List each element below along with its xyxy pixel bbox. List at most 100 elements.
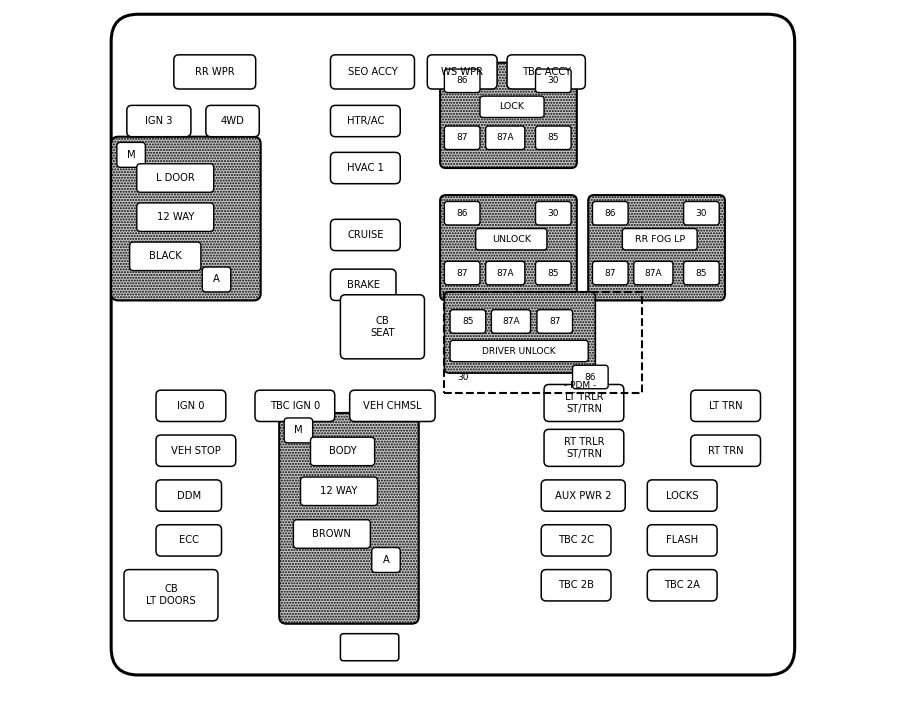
Text: 87A: 87A bbox=[644, 268, 661, 278]
Text: A: A bbox=[213, 274, 220, 285]
FancyBboxPatch shape bbox=[444, 261, 480, 285]
Text: M: M bbox=[126, 150, 135, 160]
Text: 30: 30 bbox=[695, 209, 706, 218]
FancyBboxPatch shape bbox=[535, 69, 570, 93]
Text: BODY: BODY bbox=[328, 446, 356, 456]
Text: 30: 30 bbox=[547, 76, 558, 85]
FancyBboxPatch shape bbox=[130, 242, 200, 271]
FancyBboxPatch shape bbox=[572, 365, 607, 389]
FancyBboxPatch shape bbox=[690, 390, 759, 422]
FancyBboxPatch shape bbox=[683, 201, 718, 225]
Text: IGN 3: IGN 3 bbox=[145, 116, 172, 126]
FancyBboxPatch shape bbox=[136, 164, 214, 192]
FancyBboxPatch shape bbox=[540, 525, 611, 556]
FancyBboxPatch shape bbox=[111, 137, 261, 300]
FancyBboxPatch shape bbox=[633, 261, 672, 285]
FancyBboxPatch shape bbox=[116, 142, 145, 167]
FancyBboxPatch shape bbox=[647, 570, 716, 601]
FancyBboxPatch shape bbox=[293, 520, 370, 548]
Text: M: M bbox=[294, 425, 302, 436]
FancyBboxPatch shape bbox=[587, 195, 724, 300]
Text: LOCK: LOCK bbox=[499, 103, 524, 111]
FancyBboxPatch shape bbox=[173, 55, 255, 89]
Text: SEO ACCY: SEO ACCY bbox=[347, 67, 397, 77]
Text: 4WD: 4WD bbox=[220, 116, 244, 126]
FancyBboxPatch shape bbox=[540, 480, 624, 511]
Text: 86: 86 bbox=[584, 372, 595, 382]
FancyBboxPatch shape bbox=[647, 480, 716, 511]
FancyBboxPatch shape bbox=[349, 390, 435, 422]
Text: TBC 2B: TBC 2B bbox=[557, 580, 594, 590]
FancyBboxPatch shape bbox=[444, 69, 480, 93]
FancyBboxPatch shape bbox=[475, 229, 547, 250]
Text: 85: 85 bbox=[695, 268, 706, 278]
Text: HVAC 1: HVAC 1 bbox=[346, 163, 383, 173]
Text: 86: 86 bbox=[456, 76, 467, 85]
Text: VEH STOP: VEH STOP bbox=[170, 446, 220, 456]
FancyBboxPatch shape bbox=[647, 525, 716, 556]
FancyBboxPatch shape bbox=[330, 55, 414, 89]
Text: 87: 87 bbox=[456, 133, 467, 142]
Text: 87: 87 bbox=[456, 268, 467, 278]
Text: TBC ACCY: TBC ACCY bbox=[521, 67, 570, 77]
FancyBboxPatch shape bbox=[491, 310, 530, 333]
FancyBboxPatch shape bbox=[340, 634, 399, 661]
Text: 85: 85 bbox=[547, 268, 558, 278]
Text: HTR/AC: HTR/AC bbox=[346, 116, 383, 126]
Text: 85: 85 bbox=[462, 317, 474, 326]
FancyBboxPatch shape bbox=[621, 229, 696, 250]
Text: CB
LT DOORS: CB LT DOORS bbox=[146, 585, 196, 606]
Text: 87: 87 bbox=[548, 317, 560, 326]
Text: TBC 2C: TBC 2C bbox=[557, 535, 594, 545]
Text: 86: 86 bbox=[456, 209, 467, 218]
FancyBboxPatch shape bbox=[254, 390, 335, 422]
Text: 12 WAY: 12 WAY bbox=[156, 212, 194, 222]
Text: TBC 2A: TBC 2A bbox=[664, 580, 699, 590]
Text: WS WPR: WS WPR bbox=[441, 67, 483, 77]
FancyBboxPatch shape bbox=[284, 418, 312, 443]
FancyBboxPatch shape bbox=[124, 570, 217, 621]
FancyBboxPatch shape bbox=[156, 435, 235, 466]
FancyBboxPatch shape bbox=[507, 55, 584, 89]
Text: FLASH: FLASH bbox=[666, 535, 697, 545]
FancyBboxPatch shape bbox=[485, 261, 524, 285]
Text: IGN 0: IGN 0 bbox=[177, 401, 205, 411]
FancyBboxPatch shape bbox=[111, 14, 794, 675]
FancyBboxPatch shape bbox=[485, 126, 524, 150]
Text: TBC IGN 0: TBC IGN 0 bbox=[270, 401, 319, 411]
Text: 12 WAY: 12 WAY bbox=[320, 486, 357, 496]
FancyBboxPatch shape bbox=[156, 390, 226, 422]
FancyBboxPatch shape bbox=[544, 384, 623, 422]
FancyBboxPatch shape bbox=[449, 310, 485, 333]
Text: A: A bbox=[382, 555, 389, 565]
Text: RR FOG LP: RR FOG LP bbox=[634, 235, 684, 244]
FancyBboxPatch shape bbox=[439, 195, 576, 300]
FancyBboxPatch shape bbox=[310, 437, 374, 466]
FancyBboxPatch shape bbox=[156, 525, 221, 556]
FancyBboxPatch shape bbox=[156, 480, 221, 511]
Text: 87A: 87A bbox=[496, 133, 513, 142]
Text: LT TRN: LT TRN bbox=[708, 401, 741, 411]
Text: RT TRLR
ST/TRN: RT TRLR ST/TRN bbox=[563, 437, 603, 459]
Text: 86: 86 bbox=[603, 209, 615, 218]
FancyBboxPatch shape bbox=[427, 55, 496, 89]
Text: ECC: ECC bbox=[179, 535, 198, 545]
Text: AUX PWR 2: AUX PWR 2 bbox=[555, 491, 611, 501]
Text: 85: 85 bbox=[547, 133, 558, 142]
FancyBboxPatch shape bbox=[202, 267, 231, 292]
Text: RT TRN: RT TRN bbox=[707, 446, 742, 456]
Text: 87A: 87A bbox=[496, 268, 513, 278]
Text: 30: 30 bbox=[547, 209, 558, 218]
FancyBboxPatch shape bbox=[690, 435, 759, 466]
FancyBboxPatch shape bbox=[279, 413, 419, 624]
Text: VEH CHMSL: VEH CHMSL bbox=[363, 401, 421, 411]
FancyBboxPatch shape bbox=[330, 152, 400, 184]
Text: DRIVER UNLOCK: DRIVER UNLOCK bbox=[482, 347, 556, 355]
FancyBboxPatch shape bbox=[449, 340, 587, 362]
Text: UNLOCK: UNLOCK bbox=[492, 235, 530, 244]
FancyBboxPatch shape bbox=[136, 203, 214, 231]
Text: 87A: 87A bbox=[502, 317, 520, 326]
FancyBboxPatch shape bbox=[444, 126, 480, 150]
FancyBboxPatch shape bbox=[444, 292, 594, 373]
FancyBboxPatch shape bbox=[126, 105, 190, 137]
